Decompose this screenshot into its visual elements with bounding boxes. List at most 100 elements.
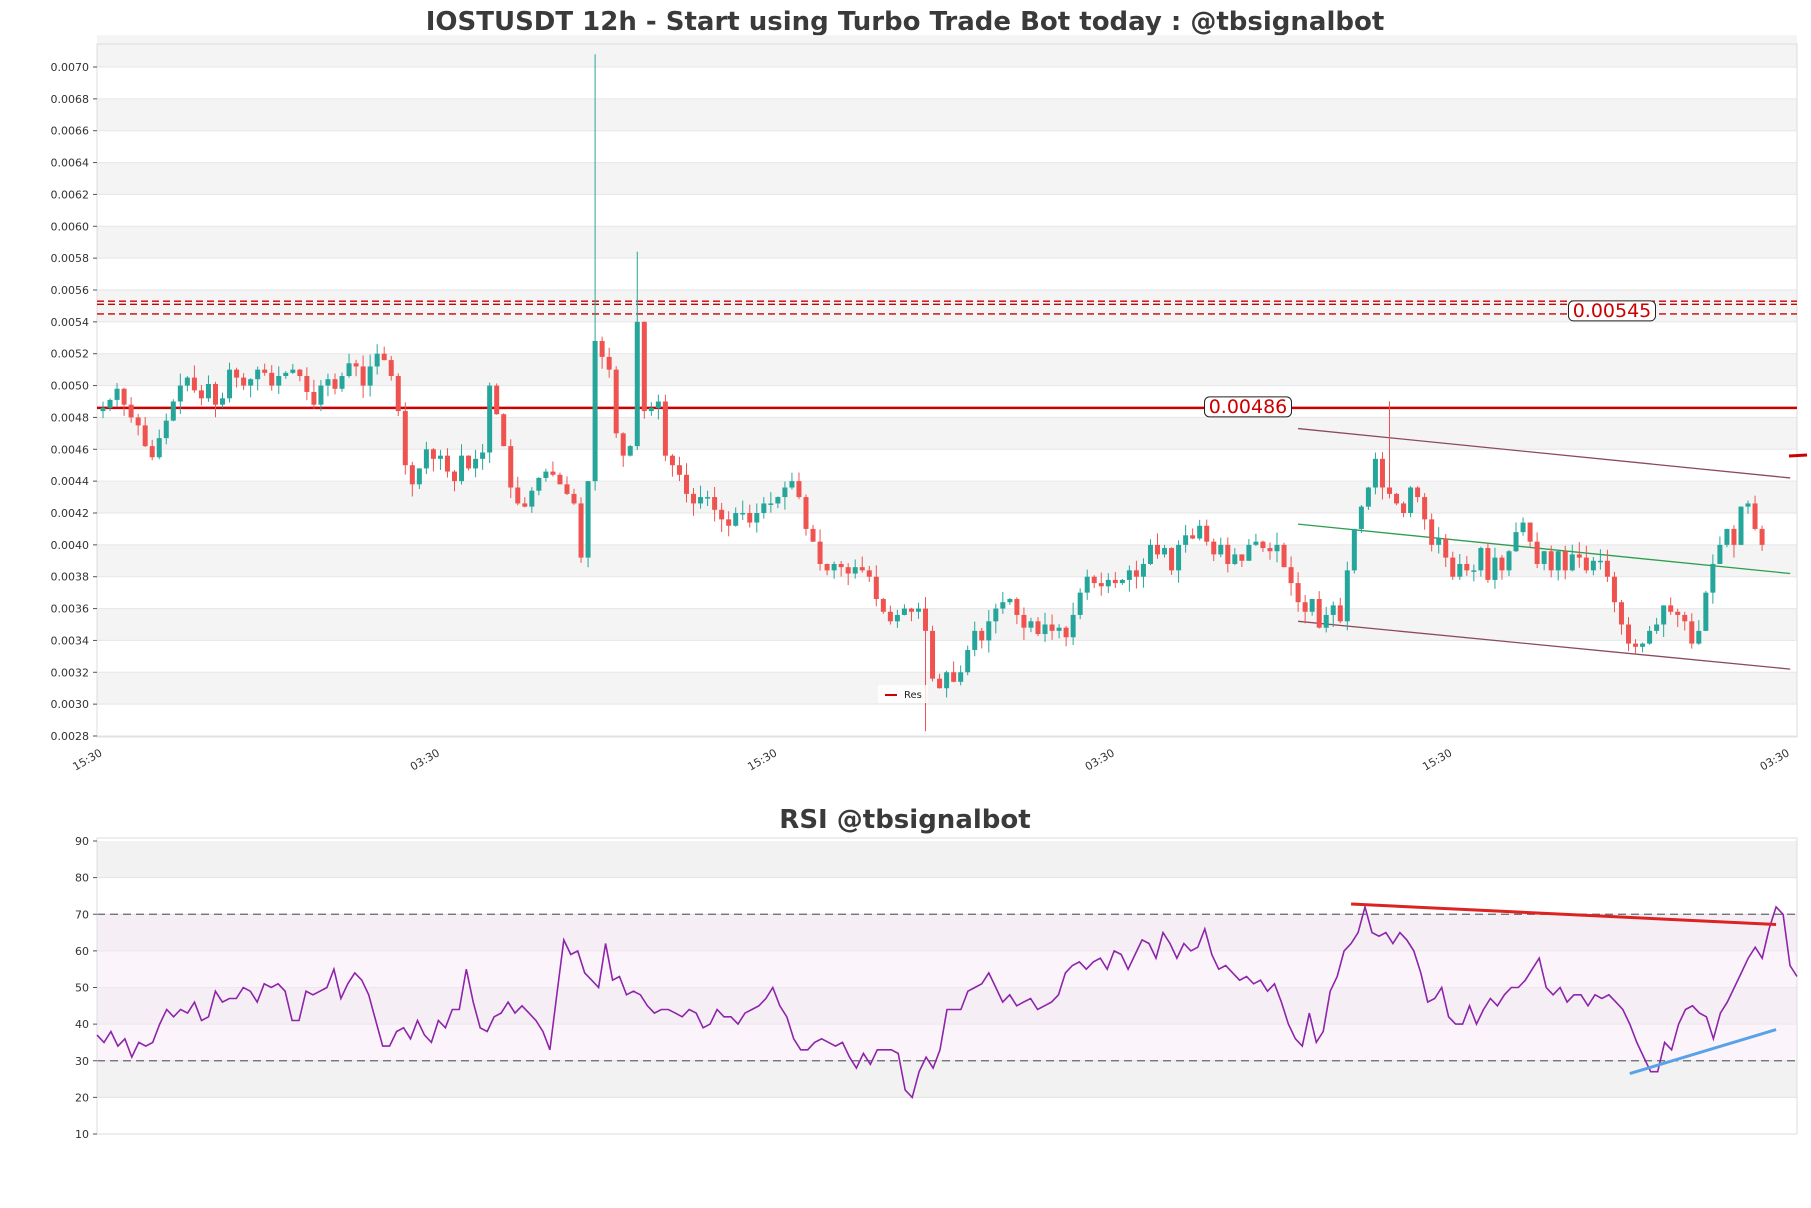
- candle-body: [1309, 599, 1315, 612]
- rsi-y-tick-label: 80: [75, 872, 89, 885]
- candle-body: [1548, 551, 1554, 571]
- candle-body: [1394, 493, 1400, 504]
- price-trendlines: [1298, 427, 1791, 670]
- candle-body: [1520, 522, 1526, 533]
- candle-body: [1239, 554, 1245, 561]
- candle-body: [923, 608, 929, 631]
- candle-body: [1028, 621, 1034, 628]
- candle-body: [726, 519, 732, 526]
- main-x-tick-label: 03:30: [1758, 746, 1792, 773]
- rsi-plot-frame: [96, 837, 1798, 1135]
- candle-body: [1021, 614, 1027, 628]
- candle-body: [1351, 528, 1357, 571]
- rsi-y-tick-label: 90: [75, 835, 89, 848]
- main-y-tick-label: 0.0054: [51, 316, 90, 329]
- candle-body: [156, 438, 162, 458]
- candle-body: [1703, 592, 1709, 631]
- candle-body: [550, 471, 556, 475]
- candle-body: [346, 363, 352, 377]
- candle-body: [1569, 554, 1575, 571]
- candle-body: [655, 401, 661, 408]
- candle-body: [1260, 541, 1266, 549]
- rsi-y-tick-label: 30: [75, 1055, 89, 1068]
- candle-body: [698, 497, 704, 504]
- candle-body: [297, 369, 303, 377]
- main-x-tick-label: 03:30: [1083, 746, 1117, 773]
- main-y-tick-label: 0.0050: [51, 380, 90, 393]
- main-y-tick-label: 0.0028: [51, 730, 90, 743]
- candle-body: [747, 513, 753, 523]
- candle-body: [887, 611, 893, 622]
- rsi-y-tick-label: 50: [75, 982, 89, 995]
- main-y-tick-label: 0.0070: [51, 61, 90, 74]
- candle-body: [1014, 599, 1020, 615]
- candle-body: [276, 376, 282, 386]
- legend-entry: Res: [904, 690, 922, 701]
- rsi-line: [96, 903, 1798, 1099]
- candle-body: [262, 369, 268, 373]
- level-edge-marker: [1788, 453, 1808, 458]
- candle-body: [683, 474, 689, 494]
- candle-body: [353, 363, 359, 367]
- candle-body: [803, 497, 809, 529]
- candle-body: [1316, 599, 1322, 628]
- level-labels: 0.00486 0.00545: [1204, 300, 1808, 458]
- rsi-y-tick-label: 40: [75, 1018, 89, 1031]
- candle-body: [873, 576, 879, 600]
- candle-body: [691, 493, 697, 504]
- candle-body: [283, 372, 289, 377]
- candle-body: [1534, 541, 1540, 564]
- candle-body: [578, 503, 584, 558]
- candle-body: [381, 353, 387, 361]
- candle-body: [754, 513, 760, 523]
- candle-body: [1422, 497, 1428, 520]
- candle-body: [1738, 506, 1744, 545]
- candle-body: [227, 369, 233, 399]
- candle-body: [1140, 563, 1146, 577]
- candle-body: [304, 376, 310, 392]
- candle-body: [1513, 532, 1519, 552]
- rsi-series: [96, 902, 1798, 1099]
- candle-body: [719, 509, 725, 520]
- candle-body: [1555, 551, 1561, 571]
- candle-body: [1647, 630, 1653, 644]
- candle-body: [149, 446, 155, 458]
- candle-body: [1492, 557, 1498, 580]
- candle-body: [501, 414, 507, 447]
- candle-body: [1204, 525, 1210, 542]
- candle-body: [620, 433, 626, 456]
- candle-body: [1183, 535, 1189, 545]
- candle-body: [557, 474, 563, 485]
- candle-body: [452, 471, 457, 482]
- candle-body: [1007, 599, 1013, 603]
- candle-body: [529, 490, 535, 507]
- candle-body: [241, 377, 247, 386]
- candle-body: [1133, 570, 1139, 577]
- candle-body: [852, 567, 858, 574]
- candle-body: [318, 385, 324, 405]
- rsi-y-tick-label: 10: [75, 1128, 89, 1141]
- candle-body: [571, 493, 577, 504]
- candle-body: [325, 379, 331, 386]
- rsi-grid-bands: [97, 841, 1797, 1135]
- candle-body: [1155, 544, 1160, 555]
- main-x-tick-label: 15:30: [71, 746, 105, 773]
- candle-body: [1365, 487, 1371, 507]
- candle-body: [641, 321, 647, 412]
- candle-body: [473, 458, 479, 469]
- candle-body: [508, 446, 514, 488]
- candle-body: [880, 599, 886, 612]
- main-x-axis: 15:30 03:30 15:30 03:30 15:30 03:30: [71, 746, 1792, 773]
- candle-body: [901, 608, 907, 615]
- candle-body: [1457, 563, 1463, 577]
- candle-body: [866, 570, 872, 577]
- candle-body: [1091, 576, 1097, 584]
- candle-body: [965, 649, 971, 673]
- candle-body: [402, 411, 408, 466]
- candle-body: [1190, 535, 1196, 539]
- main-y-tick-label: 0.0034: [51, 634, 90, 647]
- candle-body: [1408, 487, 1414, 513]
- candle-body: [1358, 506, 1364, 529]
- main-grid-band: [97, 35, 1797, 67]
- candle-body: [1717, 544, 1723, 564]
